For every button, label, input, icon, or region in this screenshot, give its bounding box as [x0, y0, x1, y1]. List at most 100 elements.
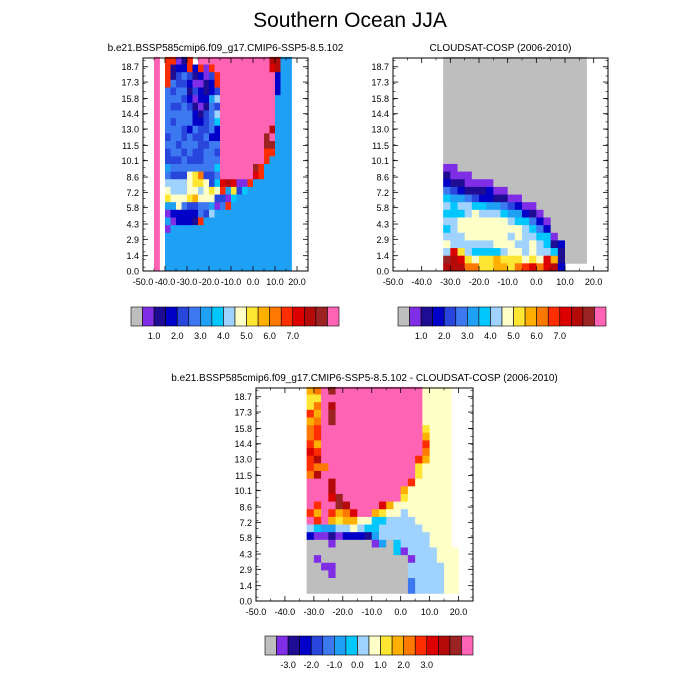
x-tick-label: -10.0	[361, 607, 382, 617]
y-tick-label: 4.3	[126, 220, 139, 230]
heatmap-cell	[400, 585, 409, 594]
colorbar-label: -1.0	[327, 660, 343, 670]
heatmap-cell	[198, 194, 204, 203]
colorbar-swatch	[478, 306, 491, 327]
heatmap-cell	[393, 562, 402, 571]
heatmap-cell	[529, 79, 537, 88]
colorbar-swatch	[467, 306, 480, 327]
colorbar-label: -2.0	[303, 660, 319, 670]
heatmap-cell	[357, 448, 365, 457]
heatmap-cell	[214, 95, 221, 104]
heatmap-cell	[176, 87, 182, 96]
heatmap-cell	[386, 386, 394, 395]
heatmap-cell	[371, 440, 380, 449]
heatmap-cell	[536, 118, 544, 127]
heatmap-cell	[436, 478, 445, 487]
heatmap-cell	[415, 463, 423, 472]
heatmap-cell	[471, 255, 480, 264]
heatmap-cell	[242, 156, 248, 165]
heatmap-cell	[443, 118, 451, 127]
heatmap-cell	[371, 524, 380, 533]
heatmap-cell	[457, 217, 466, 226]
heatmap-cell	[400, 570, 409, 579]
heatmap-cell	[543, 217, 552, 226]
heatmap-cell	[187, 217, 193, 226]
heatmap-cell	[321, 570, 329, 579]
heatmap-cell	[264, 225, 270, 234]
heatmap-cell	[342, 570, 351, 579]
heatmap-cell	[529, 64, 537, 73]
heatmap-cell	[181, 148, 188, 157]
heatmap-cell	[236, 225, 243, 234]
heatmap-cell	[181, 263, 188, 272]
heatmap-cell	[192, 217, 199, 226]
heatmap-cell	[170, 95, 177, 104]
heatmap-cell	[321, 386, 329, 395]
y-tick-label: 15.8	[121, 94, 139, 104]
heatmap-cell	[154, 133, 160, 142]
heatmap-cell	[280, 148, 287, 157]
heatmap-cell	[415, 562, 423, 571]
heatmap-cell	[522, 225, 530, 234]
heatmap-cell	[543, 56, 552, 65]
heatmap-cell	[407, 386, 416, 395]
heatmap-cell	[493, 255, 501, 264]
heatmap-cell	[543, 118, 552, 127]
heatmap-cell	[258, 217, 265, 226]
heatmap-cell	[214, 163, 221, 172]
heatmap-cell	[371, 562, 380, 571]
heatmap-cell	[464, 141, 473, 150]
heatmap-cell	[522, 163, 530, 172]
heatmap-cell	[407, 402, 416, 411]
colorbar-swatch	[490, 306, 503, 327]
heatmap-cell	[479, 194, 487, 203]
heatmap-cell	[557, 87, 566, 96]
heatmap-cell	[550, 72, 559, 81]
heatmap-cell	[328, 409, 336, 418]
heatmap-cell	[565, 156, 573, 165]
heatmap-cell	[214, 79, 221, 88]
heatmap-cell	[350, 386, 358, 395]
heatmap-cell	[422, 471, 430, 480]
heatmap-cell	[214, 179, 221, 188]
heatmap-cell	[471, 232, 480, 241]
heatmap-cell	[198, 240, 204, 249]
heatmap-cell	[371, 509, 380, 518]
heatmap-cell	[214, 232, 221, 241]
colorbar-swatch	[223, 306, 236, 327]
heatmap-cell	[269, 179, 276, 188]
heatmap-cell	[386, 448, 394, 457]
y-tick-label: 8.6	[239, 503, 252, 513]
heatmap-cell	[264, 56, 270, 65]
heatmap-cell	[280, 194, 287, 203]
heatmap-cell	[198, 217, 204, 226]
heatmap-cell	[258, 232, 265, 241]
heatmap-cell	[443, 110, 451, 119]
heatmap-cell	[231, 87, 237, 96]
heatmap-cell	[154, 125, 160, 134]
heatmap-cell	[225, 248, 232, 257]
heatmap-cell	[436, 532, 445, 541]
heatmap-cell	[225, 110, 232, 119]
heatmap-cell	[579, 232, 587, 241]
heatmap-cell	[407, 509, 416, 518]
y-tick-label: 17.3	[121, 78, 139, 88]
heatmap-cell	[306, 417, 315, 426]
heatmap-cell	[280, 87, 287, 96]
heatmap-cell	[514, 64, 523, 73]
heatmap-cell	[275, 209, 281, 218]
heatmap-cell	[342, 432, 351, 441]
heatmap-cell	[443, 263, 451, 272]
y-tick-label: 5.8	[126, 203, 139, 213]
heatmap-cell	[415, 417, 423, 426]
heatmap-cell	[313, 440, 322, 449]
heatmap-cell	[500, 64, 509, 73]
heatmap-cell	[247, 263, 254, 272]
heatmap-cell	[407, 578, 416, 587]
heatmap-cell	[350, 417, 358, 426]
heatmap-cell	[371, 448, 380, 457]
heatmap-cell	[253, 133, 259, 142]
heatmap-cell	[313, 417, 322, 426]
heatmap-cell	[350, 448, 358, 457]
colorbar-swatch	[165, 306, 178, 327]
